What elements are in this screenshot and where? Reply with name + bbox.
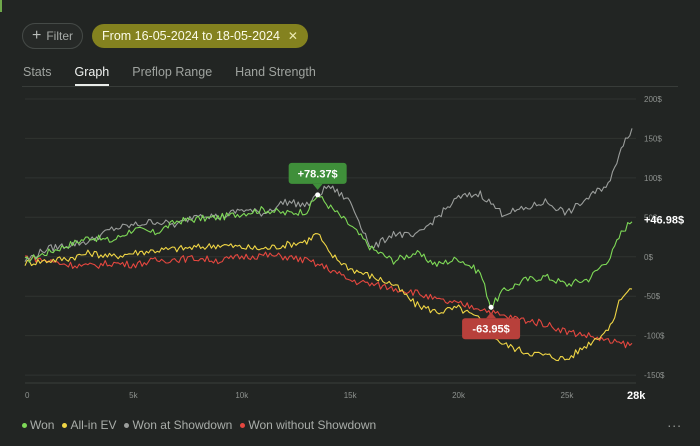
y-tick-label: -50$ [644, 292, 661, 301]
legend-dot-won [22, 422, 27, 428]
callout-box [288, 162, 347, 184]
callout-marker [315, 192, 321, 198]
y-tick-label: -100$ [644, 332, 665, 341]
x-tick-label: 0 [25, 391, 30, 400]
legend-dot-won-at-showdown [124, 422, 130, 428]
y-tick-label: 100$ [644, 174, 662, 183]
series-line-all-in-ev [24, 233, 633, 362]
legend-item-all-in-ev[interactable]: All-in EV [62, 418, 116, 432]
series-line-won-without-showdown [24, 251, 633, 349]
series-line-won [24, 195, 633, 311]
x-tick-label: 25k [561, 391, 575, 400]
y-tick-label: 200$ [644, 95, 662, 104]
callout-max-label: +78.37$ [298, 168, 338, 180]
date-range-label: From 16-05-2024 to 18-05-2024 [102, 29, 280, 43]
y-tick-label: 150$ [644, 134, 662, 143]
tab-stats[interactable]: Stats [23, 65, 52, 79]
x-tick-label: 15k [344, 391, 358, 400]
legend-dot-all-in-ev [62, 422, 68, 428]
x-tick-label-last: 28k [627, 390, 646, 402]
tab-bar: Stats Graph Preflop Range Hand Strength [23, 65, 316, 86]
date-range-chip[interactable]: From 16-05-2024 to 18-05-2024 ✕ [92, 24, 308, 48]
x-tick-label: 10k [235, 391, 249, 400]
legend-item-won[interactable]: Won [22, 418, 54, 432]
callout-pointer [312, 183, 323, 190]
tab-hand-strength[interactable]: Hand Strength [235, 65, 316, 79]
left-accent-bar [0, 0, 2, 12]
y-tick-label: 0$ [644, 253, 653, 262]
series-line-won-at-showdown [24, 128, 633, 262]
legend-label-won-without-showdown: Won without Showdown [248, 418, 377, 432]
y-tick-label: -150$ [644, 371, 665, 380]
x-tick-label: 20k [452, 391, 466, 400]
filter-button[interactable]: + Filter [22, 23, 84, 49]
won-end-value-label: +46.98$ [644, 215, 684, 227]
callout-min-label: -63.95$ [472, 324, 509, 336]
legend-label-all-in-ev: All-in EV [70, 418, 117, 432]
tab-graph[interactable]: Graph [74, 65, 110, 86]
close-icon[interactable]: ✕ [287, 29, 298, 43]
legend-item-won-at-showdown[interactable]: Won at Showdown [124, 418, 232, 432]
x-tick-label: 5k [129, 391, 138, 400]
legend-label-won-at-showdown: Won at Showdown [132, 418, 233, 432]
y-tick-label: 50$ [644, 213, 658, 222]
filter-button-label: Filter [46, 29, 74, 43]
chart-legend: Won All-in EV Won at Showdown Won withou… [22, 418, 376, 432]
legend-label-won: Won [30, 418, 55, 432]
plus-icon: + [32, 27, 42, 44]
callout-box [462, 318, 521, 340]
more-options-icon[interactable]: ... [667, 414, 682, 430]
callout-pointer [486, 312, 497, 319]
filter-bar: + Filter From 16-05-2024 to 18-05-2024 ✕ [22, 23, 308, 49]
callout-marker [488, 304, 494, 310]
legend-item-won-without-showdown[interactable]: Won without Showdown [240, 418, 376, 432]
legend-dot-won-without-showdown [240, 422, 246, 428]
tab-divider [22, 86, 678, 87]
tab-preflop-range[interactable]: Preflop Range [132, 65, 213, 79]
